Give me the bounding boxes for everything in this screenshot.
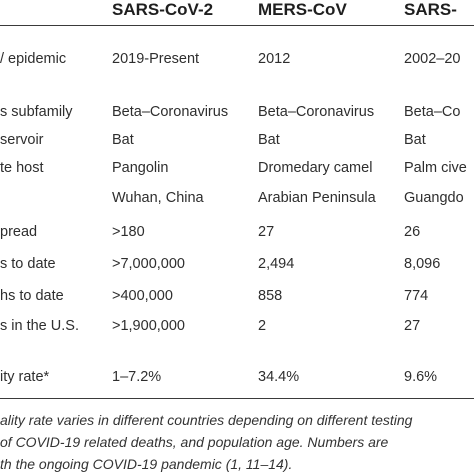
header-rule	[0, 25, 474, 26]
cell-host-sars-cov: Palm cive	[404, 160, 467, 176]
cell-deaths-sars-cov-2: >400,000	[112, 288, 173, 304]
column-header-sars-cov-2: SARS-CoV-2	[112, 0, 214, 19]
row-label-fatality: ity rate*	[0, 369, 50, 385]
cell-deaths-mers-cov: 858	[258, 288, 283, 304]
row-label-reservoir: servoir	[0, 132, 44, 148]
cell-fatality-sars-cov-2: 1–7.2%	[112, 369, 162, 385]
footnote-line-3: th the ongoing COVID-19 pandemic (1, 11–…	[0, 456, 293, 472]
cell-origin-sars-cov: Guangdo	[404, 190, 464, 206]
row-label-epidemic: / epidemic	[0, 51, 67, 67]
cell-spread-sars-cov: 26	[404, 224, 421, 240]
cell-spread-sars-cov-2: >180	[112, 224, 145, 240]
cell-origin-sars-cov-2: Wuhan, China	[112, 190, 204, 206]
column-header-sars-cov: SARS-	[404, 0, 457, 19]
cell-deaths-sars-cov: 774	[404, 288, 429, 304]
cell-epidemic-sars-cov: 2002–20	[404, 51, 461, 67]
row-label-subfamily: s subfamily	[0, 104, 73, 120]
cell-subfamily-sars-cov-2: Beta–Coronavirus	[112, 104, 229, 120]
column-header-mers-cov: MERS-CoV	[258, 0, 347, 19]
footnote-line-1: ality rate varies in different countries…	[0, 412, 413, 428]
cell-cases-mers-cov: 2,494	[258, 256, 295, 272]
row-label-us-cases: s in the U.S.	[0, 318, 79, 334]
cell-reservoir-sars-cov: Bat	[404, 132, 426, 148]
cell-us-cases-mers-cov: 2	[258, 318, 267, 334]
cell-reservoir-mers-cov: Bat	[258, 132, 280, 148]
footnote-line-2: of COVID-19 related deaths, and populati…	[0, 434, 389, 450]
cell-fatality-mers-cov: 34.4%	[258, 369, 300, 385]
cell-epidemic-sars-cov-2: 2019-Present	[112, 51, 200, 67]
row-label-spread: pread	[0, 224, 38, 240]
cell-host-mers-cov: Dromedary camel	[258, 160, 373, 176]
cell-subfamily-sars-cov: Beta–Co	[404, 104, 461, 120]
cell-us-cases-sars-cov-2: >1,900,000	[112, 318, 185, 334]
cell-origin-mers-cov: Arabian Peninsula	[258, 190, 376, 206]
row-label-host: te host	[0, 160, 44, 176]
cell-us-cases-sars-cov: 27	[404, 318, 421, 334]
cell-spread-mers-cov: 27	[258, 224, 275, 240]
row-label-deaths: hs to date	[0, 288, 64, 304]
cell-subfamily-mers-cov: Beta–Coronavirus	[258, 104, 375, 120]
cell-fatality-sars-cov: 9.6%	[404, 369, 438, 385]
bottom-rule	[0, 398, 474, 399]
row-label-cases: s to date	[0, 256, 56, 272]
cell-cases-sars-cov-2: >7,000,000	[112, 256, 185, 272]
cell-cases-sars-cov: 8,096	[404, 256, 441, 272]
cell-epidemic-mers-cov: 2012	[258, 51, 291, 67]
cell-reservoir-sars-cov-2: Bat	[112, 132, 134, 148]
cell-host-sars-cov-2: Pangolin	[112, 160, 169, 176]
